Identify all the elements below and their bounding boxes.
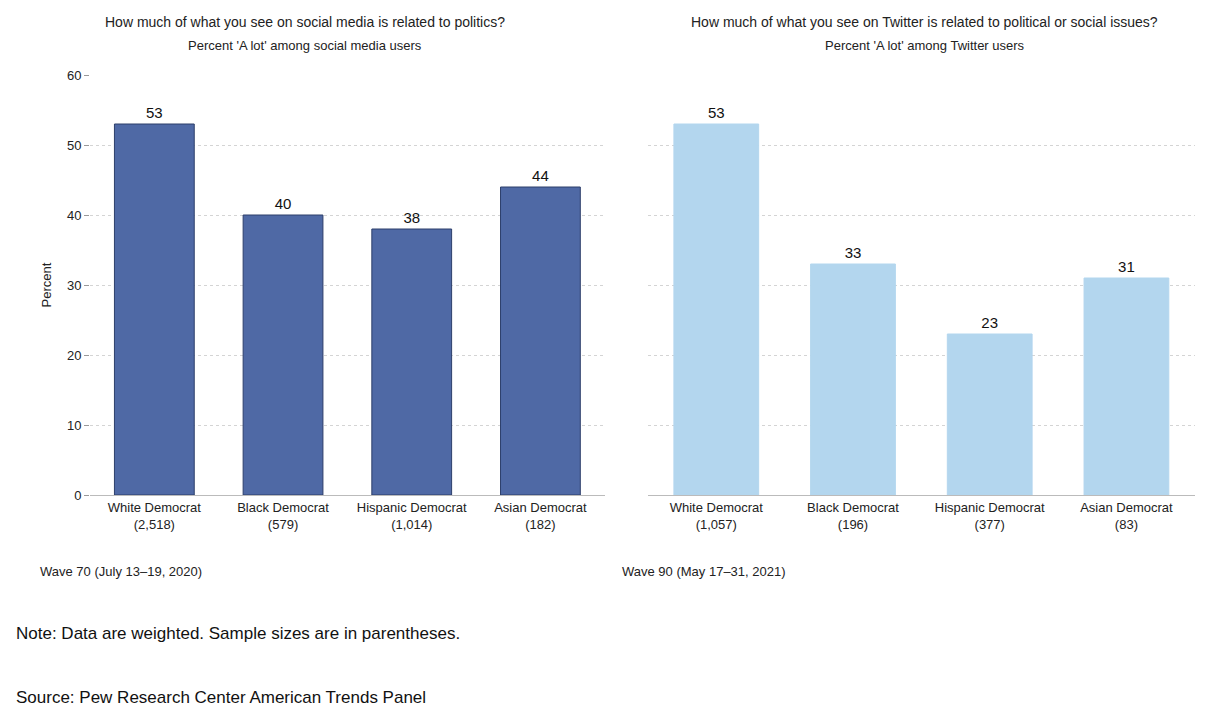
svg-text:White Democrat(2,518): White Democrat(2,518) <box>108 500 202 532</box>
svg-text:44: 44 <box>532 167 549 184</box>
svg-text:Source: Pew Research Center Am: Source: Pew Research Center American Tre… <box>16 688 426 707</box>
svg-text:38: 38 <box>403 209 420 226</box>
svg-text:30: 30 <box>67 278 81 293</box>
svg-text:Percent 'A lot' among Twitter: Percent 'A lot' among Twitter users <box>825 38 1025 53</box>
svg-text:White Democrat(1,057): White Democrat(1,057) <box>670 500 764 532</box>
svg-text:60: 60 <box>67 68 81 83</box>
svg-text:Percent 'A lot' among social m: Percent 'A lot' among social media users <box>188 38 422 53</box>
svg-text:Asian Democrat(182): Asian Democrat(182) <box>494 500 587 532</box>
svg-text:Hispanic Democrat(1,014): Hispanic Democrat(1,014) <box>357 500 467 532</box>
svg-text:53: 53 <box>146 104 163 121</box>
svg-text:How much of what you see on so: How much of what you see on social media… <box>105 14 505 30</box>
svg-text:31: 31 <box>1118 258 1135 275</box>
svg-text:40: 40 <box>67 208 81 223</box>
svg-text:Wave 70 (July 13–19, 2020): Wave 70 (July 13–19, 2020) <box>40 564 202 579</box>
svg-text:Percent: Percent <box>39 262 54 307</box>
svg-text:Asian Democrat(83): Asian Democrat(83) <box>1080 500 1173 532</box>
svg-text:23: 23 <box>981 314 998 331</box>
svg-text:40: 40 <box>275 195 292 212</box>
svg-text:53: 53 <box>708 104 725 121</box>
svg-text:Hispanic Democrat(377): Hispanic Democrat(377) <box>935 500 1045 532</box>
svg-text:Black Democrat(579): Black Democrat(579) <box>237 500 329 532</box>
svg-text:Black Democrat(196): Black Democrat(196) <box>807 500 899 532</box>
svg-text:33: 33 <box>845 244 862 261</box>
svg-text:50: 50 <box>67 138 81 153</box>
svg-text:0: 0 <box>74 488 81 503</box>
svg-text:Wave 90 (May 17–31, 2021): Wave 90 (May 17–31, 2021) <box>622 564 786 579</box>
svg-text:20: 20 <box>67 348 81 363</box>
svg-text:Note: Data are weighted. Sampl: Note: Data are weighted. Sample sizes ar… <box>16 624 460 643</box>
svg-text:10: 10 <box>67 418 81 433</box>
svg-text:How much of what you see on Tw: How much of what you see on Twitter is r… <box>691 14 1158 30</box>
